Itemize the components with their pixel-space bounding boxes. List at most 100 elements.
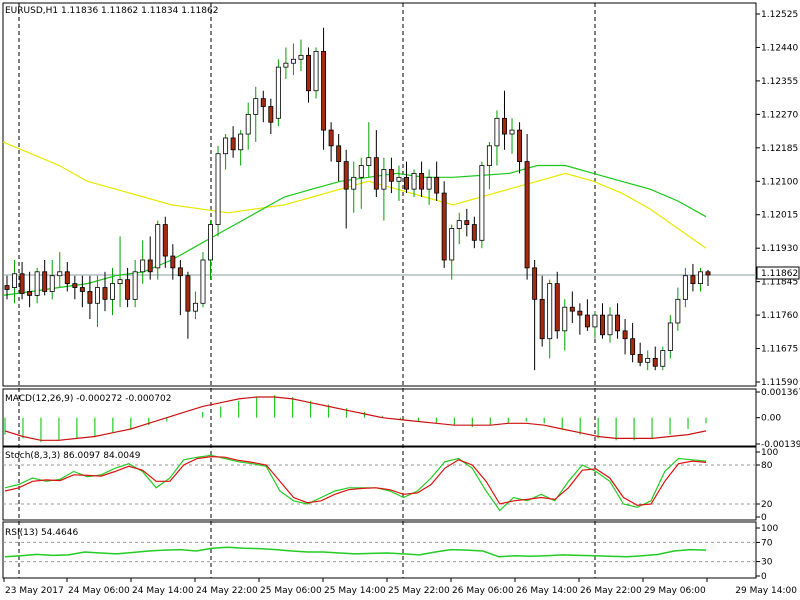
main-price-panel (2, 27, 756, 371)
candle-body (102, 287, 108, 300)
macd-panel (4, 395, 707, 443)
rsi-label-1: 70 (761, 538, 773, 548)
candle-body (615, 314, 621, 332)
candle-body (147, 259, 153, 273)
price-label-9: 1.11760 (761, 311, 798, 321)
candle-body (283, 62, 289, 68)
candle-body (532, 267, 538, 300)
candle-body (268, 106, 274, 123)
candle-body (366, 157, 372, 166)
candle-body (682, 275, 688, 300)
rsi-label-3: 0 (761, 572, 767, 582)
candle-body (690, 275, 696, 285)
candle-body (343, 161, 349, 190)
current-price-box (756, 266, 800, 280)
candle-body (306, 54, 311, 92)
candle-body (697, 271, 703, 285)
candle-body (336, 145, 342, 162)
candle-body (411, 173, 417, 190)
panel-frame-stoch (2, 446, 757, 521)
candle-body (177, 267, 183, 277)
panel-frames (2, 2, 757, 579)
candle-body (464, 220, 470, 225)
candle-body (584, 314, 590, 328)
candle-body (660, 350, 666, 367)
stoch-title: Stoch(8,3,3) 86.0097 84.0049 (5, 451, 141, 461)
candle-body (117, 279, 123, 285)
stoch-main-line (4, 454, 707, 512)
price-label-8: 1.11845 (761, 278, 798, 288)
time-label-2: 24 May 14:00 (132, 586, 194, 596)
candle-body (675, 298, 681, 324)
macd-title: MACD(12,26,9) -0.000272 -0.000702 (5, 394, 171, 404)
candle-body (34, 271, 40, 296)
price-label-10: 1.11675 (761, 345, 798, 355)
candle-body (94, 287, 100, 304)
candle-body (72, 283, 78, 288)
price-label-3: 1.12270 (761, 110, 798, 120)
candle-body (630, 338, 636, 355)
candle-body (705, 271, 711, 276)
time-label-3: 24 May 22:00 (196, 586, 258, 596)
candle-body (110, 283, 115, 300)
candle-body (449, 228, 455, 261)
rsi-label-0: 100 (761, 524, 778, 534)
macd-label-0: 0.001367 (761, 388, 800, 398)
candle-body (275, 66, 281, 119)
price-label-4: 1.12185 (761, 144, 798, 154)
candle-body (125, 279, 131, 300)
rsi-panel (3, 541, 756, 563)
grid-lines (18, 3, 596, 578)
stoch-label-2: 20 (761, 500, 773, 510)
candle-body (192, 302, 198, 312)
candle-body (426, 176, 432, 190)
candle-body (358, 165, 364, 178)
time-label-7: 26 May 06:00 (452, 586, 514, 596)
candle-body (607, 314, 613, 336)
price-label-2: 1.12355 (761, 77, 798, 87)
candle-body (441, 192, 447, 261)
candle-body (27, 291, 33, 296)
rsi-title: RSI(13) 54.4646 (5, 528, 78, 538)
candle-body (562, 306, 568, 332)
stoch-signal-line (4, 455, 707, 506)
stoch-label-3: 0 (761, 513, 767, 523)
candle-body (600, 314, 605, 336)
time-label-8: 26 May 14:00 (516, 586, 578, 596)
time-label-10: 29 May 06:00 (644, 586, 706, 596)
time-label-5: 25 May 14:00 (324, 586, 386, 596)
price-label-0: 1.12525 (761, 10, 798, 20)
candle-body (155, 224, 161, 269)
candle-body (539, 298, 545, 340)
price-label-6: 1.12015 (761, 211, 798, 221)
time-label-0: 23 May 2017 (5, 586, 64, 596)
candle-body (554, 283, 560, 332)
rsi-line (4, 546, 707, 558)
candle-body (42, 271, 48, 292)
candle-body (215, 153, 221, 225)
panel-frame-rsi (2, 521, 757, 579)
candle-body (517, 129, 523, 162)
macd-label-1: 0.00 (761, 414, 781, 424)
macd-signal-line (4, 396, 707, 441)
rsi-label-2: 30 (761, 558, 773, 568)
stoch-label-1: 80 (761, 461, 773, 471)
candle-body (170, 255, 176, 269)
candle-body (592, 314, 598, 328)
candle-body (12, 273, 18, 288)
candle-body (434, 176, 440, 194)
candle-body (509, 129, 515, 135)
time-label-1: 24 May 06:00 (68, 586, 130, 596)
candle-body (260, 98, 266, 107)
candle-body (253, 98, 259, 115)
candle-body (479, 165, 485, 241)
candle-body (313, 50, 319, 92)
price-label-1: 1.12440 (761, 43, 798, 53)
candle-body (667, 322, 673, 351)
candle-body (132, 271, 138, 300)
candle-body (49, 275, 55, 292)
candle-body (547, 283, 553, 340)
candle-body (486, 145, 492, 166)
candle-body (19, 273, 25, 294)
candle-body (200, 259, 206, 304)
